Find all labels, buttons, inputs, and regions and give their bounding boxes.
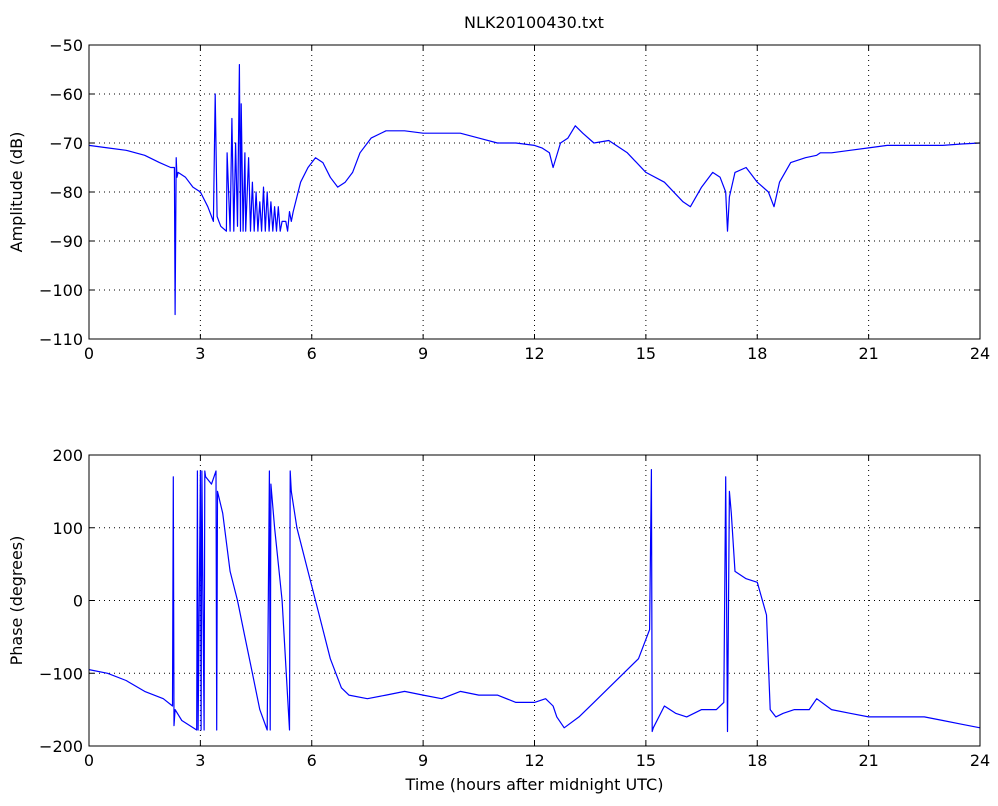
amplitude-y-tick-label: −70 xyxy=(49,134,83,153)
phase-x-tick-label: 3 xyxy=(195,751,205,770)
phase-y-tick-label: 200 xyxy=(52,446,83,465)
phase-x-tick-label: 24 xyxy=(970,751,990,770)
phase-x-axis-label: Time (hours after midnight UTC) xyxy=(405,775,664,794)
amplitude-x-tick-label: 0 xyxy=(84,344,94,363)
phase-x-tick-label: 18 xyxy=(747,751,767,770)
phase-y-tick-label: 0 xyxy=(73,592,83,611)
amplitude-axes: 0 3 6 9 12 15 18 21 24 −110 −100 −90 −80 −70 −60 −50 Am… xyxy=(7,36,990,363)
amplitude-x-tick-label: 3 xyxy=(195,344,205,363)
amplitude-ticks: 0 3 6 9 12 15 18 21 24 −110 −100 −90 −80 −70 −60 −50 xyxy=(39,36,990,363)
phase-x-tick-label: 12 xyxy=(524,751,544,770)
amplitude-x-tick-label: 15 xyxy=(636,344,656,363)
amplitude-y-axis-label: Amplitude (dB) xyxy=(7,132,26,253)
phase-series-line xyxy=(88,469,981,733)
amplitude-grid xyxy=(89,45,980,339)
figure-title: NLK20100430.txt xyxy=(464,13,604,32)
phase-x-tick-label: 6 xyxy=(307,751,317,770)
phase-y-tick-label: 100 xyxy=(52,519,83,538)
amplitude-x-tick-label: 21 xyxy=(858,344,878,363)
phase-ticks: 0 3 6 9 12 15 18 21 24 −200 −100 0 100 200 xyxy=(39,446,990,770)
phase-x-tick-label: 15 xyxy=(636,751,656,770)
phase-x-tick-label: 0 xyxy=(84,751,94,770)
amplitude-y-tick-label: −50 xyxy=(49,36,83,55)
amplitude-series-group xyxy=(88,63,981,316)
amplitude-y-tick-label: −90 xyxy=(49,232,83,251)
amplitude-x-tick-label: 12 xyxy=(524,344,544,363)
amplitude-series-line xyxy=(88,63,981,316)
amplitude-y-tick-label: −80 xyxy=(49,183,83,202)
phase-y-axis-label: Phase (degrees) xyxy=(7,536,26,666)
amplitude-x-tick-label: 18 xyxy=(747,344,767,363)
amplitude-x-tick-label: 6 xyxy=(307,344,317,363)
amplitude-y-tick-label: −110 xyxy=(39,330,83,349)
phase-y-tick-label: −100 xyxy=(39,664,83,683)
amplitude-y-tick-label: −100 xyxy=(39,281,83,300)
phase-axes: 0 3 6 9 12 15 18 21 24 −200 −100 0 100 200 Phase (deg… xyxy=(7,446,990,794)
amplitude-y-tick-label: −60 xyxy=(49,85,83,104)
phase-y-tick-label: −200 xyxy=(39,737,83,756)
phase-x-tick-label: 21 xyxy=(858,751,878,770)
phase-x-tick-label: 9 xyxy=(418,751,428,770)
amplitude-x-tick-label: 9 xyxy=(418,344,428,363)
amplitude-x-tick-label: 24 xyxy=(970,344,990,363)
phase-series-group xyxy=(88,469,981,733)
